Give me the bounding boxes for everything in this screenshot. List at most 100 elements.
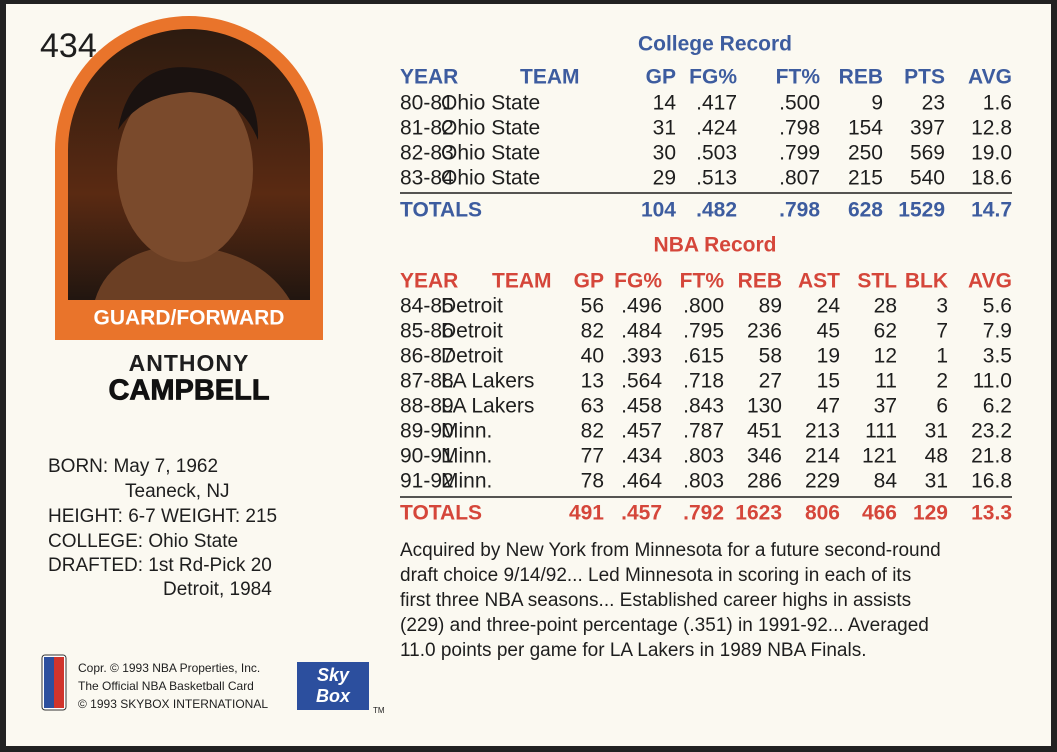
table-cell: 31 xyxy=(925,470,948,493)
brand-sky: Sky xyxy=(317,665,350,685)
bio-line: COLLEGE: Ohio State xyxy=(48,531,238,552)
table-cell: Minn. xyxy=(441,470,492,493)
table-cell: 451 xyxy=(747,420,782,443)
column-header: PTS xyxy=(904,66,945,89)
table-cell: 29 xyxy=(653,167,676,190)
nba-logo-red xyxy=(54,657,64,708)
table-cell: 3 xyxy=(936,295,948,318)
column-header: YEAR xyxy=(400,270,458,293)
table-cell: 37 xyxy=(874,395,897,418)
table-cell: 154 xyxy=(848,117,883,140)
column-header: FT% xyxy=(776,66,821,89)
note-line: draft choice 9/14/92... Led Minnesota in… xyxy=(400,565,911,586)
table-cell: .799 xyxy=(779,142,820,165)
totals-cell: 104 xyxy=(641,199,676,222)
table-cell: 88-89 xyxy=(400,395,454,418)
table-cell: .798 xyxy=(779,117,820,140)
table-cell: 45 xyxy=(817,320,840,343)
table-cell: 19.0 xyxy=(971,142,1012,165)
table-cell: 14 xyxy=(653,92,677,115)
totals-cell: 806 xyxy=(805,502,840,525)
head xyxy=(117,78,253,262)
card-number: 434 xyxy=(40,27,97,65)
totals-cell: .457 xyxy=(621,502,662,525)
table-cell: 397 xyxy=(910,117,945,140)
totals-cell: 491 xyxy=(569,502,604,525)
table-cell: 286 xyxy=(747,470,782,493)
table-cell: 1.6 xyxy=(983,92,1012,115)
table-cell: Minn. xyxy=(441,445,492,468)
table-cell: 31 xyxy=(653,117,676,140)
table-cell: 13 xyxy=(581,370,604,393)
table-cell: 77 xyxy=(581,445,604,468)
table-cell: 5.6 xyxy=(983,295,1012,318)
table-cell: 250 xyxy=(848,142,883,165)
table-cell: 21.8 xyxy=(971,445,1012,468)
table-cell: 12.8 xyxy=(971,117,1012,140)
position-band xyxy=(55,300,323,340)
table-cell: 47 xyxy=(817,395,840,418)
totals-cell: 466 xyxy=(862,502,897,525)
table-cell: 540 xyxy=(910,167,945,190)
totals-cell: .798 xyxy=(779,199,820,222)
table-cell: Detroit xyxy=(441,295,503,318)
table-cell: 229 xyxy=(805,470,840,493)
table-cell: 28 xyxy=(874,295,897,318)
table-cell: .417 xyxy=(696,92,737,115)
first-name: ANTHONY xyxy=(129,350,250,376)
table-cell: .800 xyxy=(683,295,724,318)
table-cell: .458 xyxy=(621,395,662,418)
table-cell: 214 xyxy=(805,445,840,468)
table-cell: .803 xyxy=(683,445,724,468)
table-cell: .807 xyxy=(779,167,820,190)
hair xyxy=(118,67,259,140)
table-cell: 15 xyxy=(817,370,840,393)
skybox-logo xyxy=(297,662,369,710)
table-cell: .564 xyxy=(621,370,662,393)
table-cell: 40 xyxy=(581,345,604,368)
totals-cell: 628 xyxy=(848,199,883,222)
column-header: STL xyxy=(857,270,897,293)
table-cell: 23 xyxy=(922,92,945,115)
table-cell: .615 xyxy=(683,345,724,368)
table-cell: 27 xyxy=(759,370,782,393)
totals-cell: TOTALS xyxy=(400,199,482,222)
table-cell: .393 xyxy=(621,345,662,368)
table-cell: .513 xyxy=(696,167,737,190)
totals-cell: 13.3 xyxy=(971,502,1012,525)
column-header: AVG xyxy=(968,66,1012,89)
column-header: REB xyxy=(738,270,782,293)
table-cell: 86-87 xyxy=(400,345,454,368)
column-header: BLK xyxy=(905,270,948,293)
copyright-line: © 1993 SKYBOX INTERNATIONAL xyxy=(78,697,268,711)
table-cell: 3.5 xyxy=(983,345,1012,368)
table-title: NBA Record xyxy=(654,234,777,257)
table-cell: 85-86 xyxy=(400,320,454,343)
bio-line: DRAFTED: 1st Rd-Pick 20 xyxy=(48,555,272,576)
column-header: TEAM xyxy=(520,66,580,89)
column-header: FG% xyxy=(689,66,737,89)
table-cell: 90-91 xyxy=(400,445,454,468)
bio-line: Detroit, 1984 xyxy=(163,579,272,600)
column-header: FT% xyxy=(680,270,725,293)
table-cell: Ohio State xyxy=(441,167,540,190)
table-cell: 346 xyxy=(747,445,782,468)
table-cell: 1 xyxy=(936,345,948,368)
table-cell: .803 xyxy=(683,470,724,493)
note-line: Acquired by New York from Minnesota for … xyxy=(400,540,941,561)
table-cell: 569 xyxy=(910,142,945,165)
column-header: GP xyxy=(646,66,676,89)
table-cell: 11.0 xyxy=(973,370,1012,393)
table-cell: 30 xyxy=(653,142,676,165)
column-header: AST xyxy=(798,270,840,293)
totals-cell: TOTALS xyxy=(400,502,482,525)
table-cell: .484 xyxy=(621,320,662,343)
table-cell: 130 xyxy=(747,395,782,418)
totals-cell: 14.7 xyxy=(971,199,1012,222)
table-cell: 12 xyxy=(874,345,897,368)
table-cell: 31 xyxy=(925,420,948,443)
brand-box: Box xyxy=(316,686,351,706)
table-cell: 78 xyxy=(581,470,604,493)
table-cell: .718 xyxy=(683,370,724,393)
